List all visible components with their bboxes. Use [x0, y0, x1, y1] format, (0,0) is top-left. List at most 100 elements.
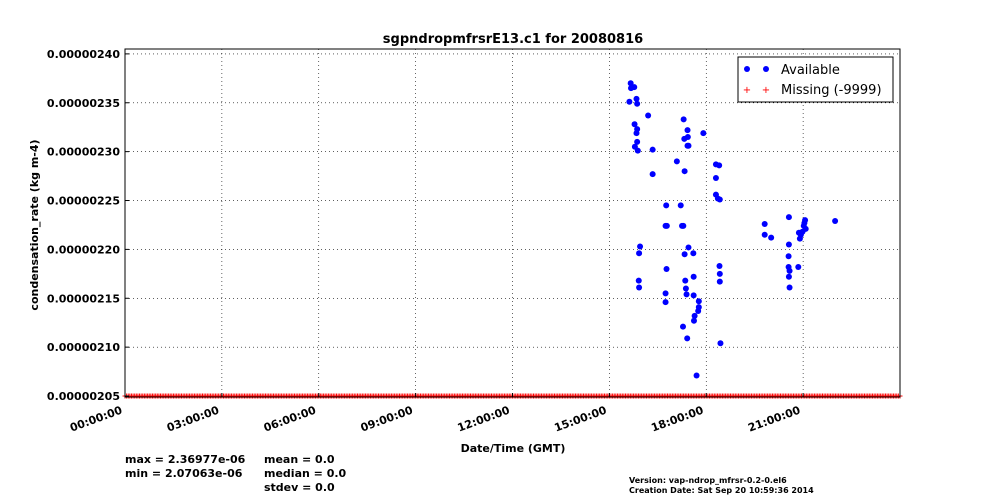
available-point	[637, 243, 644, 250]
available-point	[681, 251, 688, 258]
available-point	[663, 202, 670, 209]
x-tick-label: 21:00:00	[746, 403, 802, 434]
available-point	[649, 171, 656, 178]
x-axis-label: Date/Time (GMT)	[461, 442, 566, 455]
available-point	[680, 222, 687, 229]
available-point	[680, 116, 687, 123]
available-point	[785, 273, 792, 280]
y-tick-label: 0.00000235	[47, 97, 120, 110]
available-point	[636, 284, 643, 291]
available-point	[785, 241, 792, 248]
available-point	[691, 312, 698, 319]
available-point	[690, 317, 697, 324]
available-point	[685, 244, 692, 251]
available-point	[634, 126, 641, 133]
available-point	[832, 218, 839, 225]
x-tick-label: 06:00:00	[262, 403, 318, 434]
version-text: Version: vap-ndrop_mfrsr-0.2-0.el6	[629, 476, 787, 485]
available-point	[634, 100, 641, 107]
missing-series	[122, 393, 903, 399]
available-point	[663, 222, 670, 229]
available-point	[680, 323, 686, 330]
available-point	[684, 142, 691, 149]
x-tick-label: 15:00:00	[553, 403, 609, 434]
legend-available-marker	[744, 66, 750, 72]
available-point	[677, 202, 684, 209]
available-point	[662, 290, 669, 297]
available-point	[635, 277, 642, 284]
legend-missing-marker: +	[762, 85, 770, 96]
legend: Available + + Missing (-9999)	[737, 56, 894, 103]
available-point	[633, 95, 640, 102]
available-point	[716, 263, 723, 270]
available-point	[690, 292, 697, 299]
available-point	[700, 130, 707, 137]
available-point	[802, 225, 809, 232]
legend-available-label: Available	[781, 63, 840, 78]
available-point	[634, 147, 641, 154]
available-point	[649, 146, 656, 153]
available-point	[695, 298, 702, 305]
available-point	[627, 80, 634, 87]
available-point	[681, 168, 688, 175]
available-point	[712, 175, 719, 182]
stat-median: median = 0.0	[264, 467, 347, 480]
available-point	[693, 372, 700, 379]
available-point	[662, 299, 669, 306]
available-point	[716, 196, 723, 203]
legend-missing-label: Missing (-9999)	[781, 83, 882, 98]
available-point	[682, 285, 689, 292]
available-point	[761, 231, 768, 238]
stat-stdev: stdev = 0.0	[264, 481, 335, 494]
y-tick-label: 0.00000230	[47, 146, 120, 159]
x-tick-label: 12:00:00	[456, 403, 512, 434]
available-point	[631, 121, 638, 128]
y-tick-label: 0.00000210	[47, 341, 120, 354]
available-point	[716, 270, 723, 277]
available-point	[684, 335, 691, 342]
chart-title: sgpndropmfrsrE13.c1 for 20080816	[383, 32, 643, 47]
available-point	[695, 307, 702, 314]
available-point	[673, 158, 680, 165]
available-point	[636, 250, 643, 257]
x-tick-label: 03:00:00	[165, 403, 221, 434]
legend-available-marker	[763, 66, 769, 72]
available-point	[683, 291, 690, 298]
y-tick-label: 0.00000205	[47, 390, 120, 403]
available-point	[690, 250, 697, 257]
available-point	[631, 84, 638, 91]
available-point	[634, 138, 641, 145]
x-tick-label: 00:00:00	[68, 403, 124, 434]
available-series	[626, 80, 839, 379]
available-point	[785, 214, 792, 221]
available-point	[795, 263, 802, 270]
axis-ticks: 00:00:00 03:00:00 06:00:00 09:00:00 12:00:00…	[47, 48, 804, 435]
available-point	[684, 133, 691, 140]
available-point	[684, 127, 691, 134]
available-point	[645, 112, 652, 119]
available-point	[801, 220, 808, 226]
available-point	[663, 265, 670, 272]
available-point	[717, 340, 724, 347]
x-tick-label: 09:00:00	[359, 403, 415, 434]
available-point	[716, 278, 723, 285]
x-tick-label: 18:00:00	[649, 403, 705, 434]
available-point	[716, 162, 723, 169]
available-point	[761, 220, 768, 227]
available-point	[786, 267, 793, 274]
y-tick-label: 0.00000225	[47, 195, 120, 208]
stat-min: min = 2.07063e-06	[125, 467, 243, 480]
creation-date-text: Creation Date: Sat Sep 20 10:59:36 2014	[629, 486, 814, 495]
y-tick-label: 0.00000240	[47, 48, 120, 61]
available-point	[785, 253, 792, 260]
available-point	[626, 98, 633, 105]
available-point	[768, 234, 775, 241]
stat-max: max = 2.36977e-06	[125, 453, 246, 466]
stat-mean: mean = 0.0	[264, 453, 335, 466]
available-point	[682, 277, 689, 284]
y-tick-label: 0.00000215	[47, 292, 120, 305]
available-point	[690, 273, 697, 280]
legend-missing-marker: +	[743, 85, 751, 96]
y-tick-label: 0.00000220	[47, 243, 120, 256]
